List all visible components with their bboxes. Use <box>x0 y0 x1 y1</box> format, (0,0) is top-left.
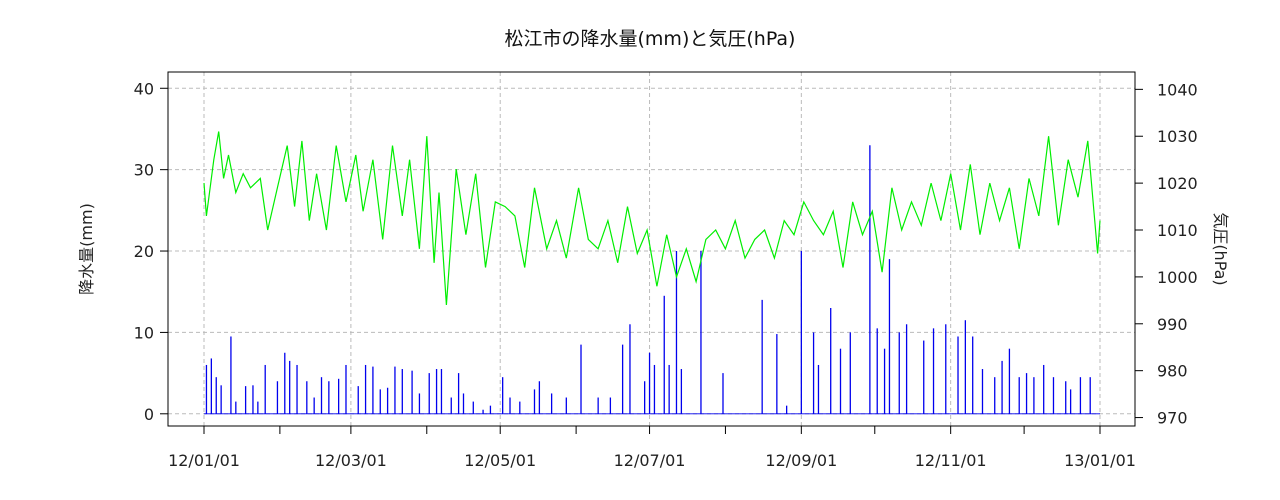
y-right-tick-label: 1030 <box>1157 127 1198 146</box>
y-right-tick-label: 1020 <box>1157 174 1198 193</box>
x-tick-label: 12/01/01 <box>168 451 240 470</box>
precipitation-bars <box>204 145 1100 415</box>
y-right-tick-label: 1040 <box>1157 80 1198 99</box>
y-left-tick-label: 20 <box>134 242 154 261</box>
x-tick-label: 12/05/01 <box>464 451 536 470</box>
x-tick-label: 13/01/01 <box>1064 451 1136 470</box>
y-axis-left: 0 10 20 30 40 <box>134 79 168 424</box>
y-left-tick-label: 10 <box>134 323 154 342</box>
y-right-tick-label: 1000 <box>1157 268 1198 287</box>
x-tick-label: 12/09/01 <box>765 451 837 470</box>
y-left-tick-label: 30 <box>134 161 154 180</box>
y-right-tick-label: 1010 <box>1157 221 1198 240</box>
grid <box>168 72 1135 426</box>
y-right-tick-label: 990 <box>1157 315 1188 334</box>
y-left-tick-label: 0 <box>144 405 154 424</box>
x-tick-label: 12/03/01 <box>315 451 387 470</box>
x-tick-label: 12/11/01 <box>915 451 987 470</box>
y-right-tick-label: 970 <box>1157 409 1188 428</box>
plot-frame <box>167 71 1136 427</box>
chart-title: 松江市の降水量(mm)と気圧(hPa) <box>505 28 796 50</box>
x-tick-label: 12/07/01 <box>614 451 686 470</box>
y-axis-right-label: 気圧(hPa) <box>1211 212 1230 285</box>
x-axis: 12/01/01 12/03/01 12/05/01 12/07/01 12/09/01… <box>168 426 1136 470</box>
y-left-tick-label: 40 <box>134 79 154 98</box>
y-axis-right: 970 980 990 1000 1010 1020 1030 1040 <box>1135 80 1198 428</box>
pressure-line <box>203 131 1101 306</box>
y-axis-left-label: 降水量(mm) <box>77 203 96 295</box>
y-right-tick-label: 980 <box>1157 362 1188 381</box>
